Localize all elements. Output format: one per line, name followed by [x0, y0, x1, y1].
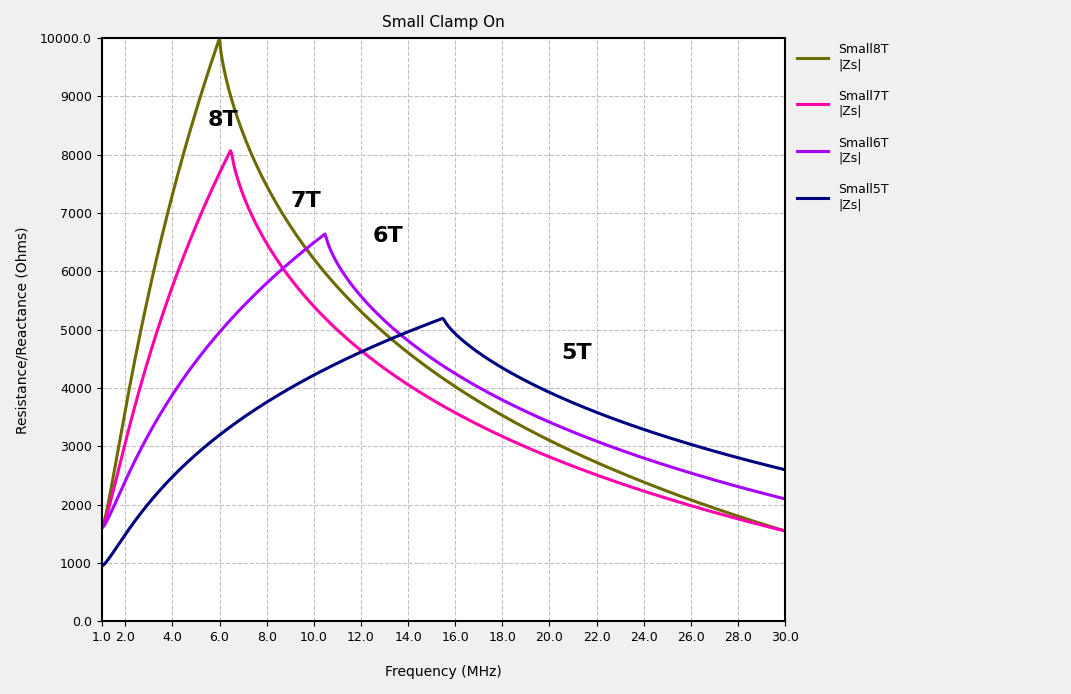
- Small5T
|Zs|: [424, 319, 437, 327]
- Small8T
|Zs|: [503, 416, 516, 424]
- Small7T
|Zs|: [95, 524, 108, 532]
- Small5T
|Zs|: [467, 344, 480, 353]
- Line: Small6T
|Zs|: Small6T |Zs|: [102, 234, 785, 528]
- Small6T
|Zs|: [95, 524, 108, 532]
- Small8T
|Zs|: [425, 366, 438, 375]
- Small7T
|Zs|: [224, 146, 237, 155]
- Text: 7T: 7T: [290, 192, 321, 211]
- Small5T
|Zs|: [436, 314, 449, 323]
- Small6T
|Zs|: [503, 400, 516, 408]
- Small6T
|Zs|: [425, 354, 438, 362]
- Small8T
|Zs|: [657, 486, 669, 494]
- Y-axis label: Resistance/Reactance (Ohms): Resistance/Reactance (Ohms): [15, 226, 29, 434]
- Small5T
|Zs|: [95, 562, 108, 570]
- Text: 6T: 6T: [373, 226, 404, 246]
- Line: Small8T
|Zs|: Small8T |Zs|: [102, 38, 785, 531]
- Small6T
|Zs|: [421, 351, 434, 359]
- Line: Small7T
|Zs|: Small7T |Zs|: [102, 151, 785, 531]
- Small7T
|Zs|: [764, 523, 776, 532]
- Small5T
|Zs|: [420, 321, 433, 329]
- Small8T
|Zs|: [213, 34, 226, 42]
- Line: Small5T
|Zs|: Small5T |Zs|: [102, 319, 785, 566]
- Small5T
|Zs|: [657, 432, 669, 440]
- Title: Small Clamp On: Small Clamp On: [382, 15, 504, 30]
- Small6T
|Zs|: [779, 495, 791, 503]
- Small6T
|Zs|: [657, 460, 669, 468]
- Small7T
|Zs|: [467, 418, 480, 426]
- Text: 5T: 5T: [561, 343, 592, 363]
- Small8T
|Zs|: [779, 527, 791, 535]
- Small8T
|Zs|: [95, 524, 108, 532]
- Small5T
|Zs|: [503, 368, 516, 376]
- Small7T
|Zs|: [503, 436, 516, 444]
- Small8T
|Zs|: [467, 393, 480, 402]
- Small6T
|Zs|: [764, 491, 776, 499]
- Small6T
|Zs|: [467, 380, 480, 388]
- Small7T
|Zs|: [425, 396, 438, 404]
- Small5T
|Zs|: [764, 462, 776, 471]
- Text: 8T: 8T: [208, 110, 239, 130]
- Small7T
|Zs|: [779, 527, 791, 535]
- X-axis label: Frequency (MHz): Frequency (MHz): [386, 665, 502, 679]
- Small7T
|Zs|: [421, 393, 434, 401]
- Small8T
|Zs|: [764, 523, 776, 531]
- Small6T
|Zs|: [318, 230, 331, 238]
- Small7T
|Zs|: [657, 493, 669, 502]
- Small8T
|Zs|: [421, 364, 434, 372]
- Legend: Small8T
|Zs|, Small7T
|Zs|, Small6T
|Zs|, Small5T
|Zs|: Small8T |Zs|, Small7T |Zs|, Small6T |Zs|…: [793, 38, 894, 217]
- Small5T
|Zs|: [779, 466, 791, 474]
